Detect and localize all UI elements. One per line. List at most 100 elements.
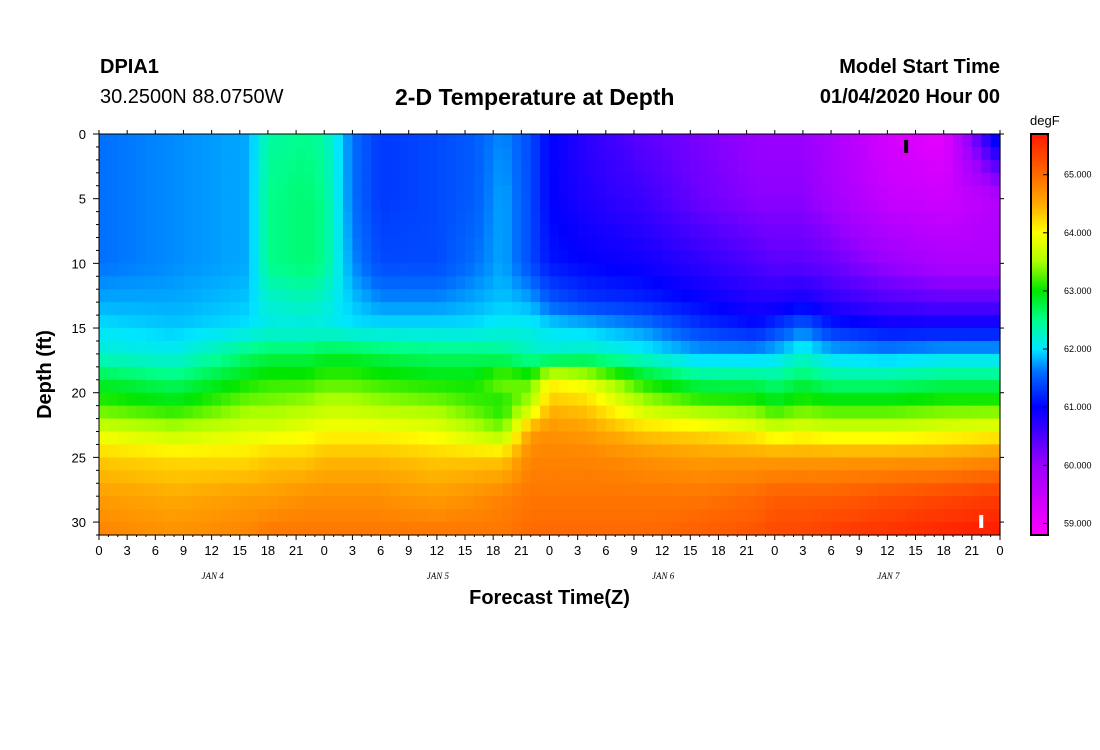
heatmap-cell xyxy=(784,457,795,471)
heatmap-cell xyxy=(971,483,982,497)
heatmap-cell xyxy=(596,211,607,226)
heatmap-cell xyxy=(868,134,879,148)
heatmap-cell xyxy=(174,483,185,497)
heatmap-cell xyxy=(277,302,288,316)
heatmap-cell xyxy=(314,392,325,407)
heatmap-cell xyxy=(755,250,766,264)
heatmap-cell xyxy=(812,302,823,316)
heatmap-cell xyxy=(981,146,992,161)
y-tick-label: 20 xyxy=(72,386,86,401)
heatmap-cell xyxy=(577,392,588,407)
heatmap-cell xyxy=(324,328,335,342)
heatmap-cell xyxy=(877,457,888,471)
heatmap-cell xyxy=(249,328,260,342)
heatmap-cell xyxy=(446,496,457,510)
heatmap-cell xyxy=(718,392,729,407)
heatmap-cell xyxy=(755,315,766,329)
heatmap-cell xyxy=(267,211,278,226)
heatmap-cell xyxy=(352,289,363,303)
heatmap-cell xyxy=(361,340,372,355)
heatmap-cell xyxy=(915,302,926,316)
heatmap-cell xyxy=(896,198,907,213)
heatmap-cell xyxy=(305,431,316,446)
heatmap-cell xyxy=(99,405,109,420)
heatmap-cell xyxy=(446,328,457,342)
heatmap-cell xyxy=(709,302,720,316)
heatmap-cell xyxy=(502,263,513,277)
heatmap-cell xyxy=(802,522,813,536)
heatmap-cell xyxy=(737,328,748,342)
heatmap-cell xyxy=(755,172,766,187)
heatmap-cell xyxy=(671,224,682,239)
heatmap-cell xyxy=(746,379,757,394)
heatmap-cell xyxy=(549,496,560,510)
heatmap-cell xyxy=(840,431,851,446)
heatmap-cell xyxy=(314,509,325,523)
heatmap-cell xyxy=(652,509,663,523)
heatmap-cell xyxy=(249,289,260,303)
heatmap-cell xyxy=(192,172,203,187)
heatmap-cell xyxy=(840,340,851,355)
heatmap-cell xyxy=(605,328,616,342)
heatmap-cell xyxy=(183,340,194,355)
heatmap-cell xyxy=(577,522,588,536)
heatmap-cell xyxy=(455,289,466,303)
heatmap-cell xyxy=(296,276,307,290)
heatmap-cell xyxy=(474,431,485,446)
heatmap-cell xyxy=(934,483,945,497)
heatmap-cell xyxy=(399,159,410,174)
heatmap-cell xyxy=(352,353,363,368)
heatmap-cell xyxy=(953,340,964,355)
heatmap-cell xyxy=(202,483,213,497)
heatmap-cell xyxy=(624,211,635,226)
heatmap-cell xyxy=(877,198,888,213)
heatmap-cell xyxy=(145,146,156,161)
heatmap-cell xyxy=(267,392,278,407)
heatmap-cell xyxy=(840,134,851,148)
heatmap-cell xyxy=(389,263,400,277)
heatmap-cell xyxy=(709,328,720,342)
heatmap-cell xyxy=(136,237,147,252)
x-tick-label: 3 xyxy=(124,543,131,558)
heatmap-cell xyxy=(418,470,429,484)
heatmap-cell xyxy=(427,315,438,329)
heatmap-cell xyxy=(615,509,626,523)
heatmap-cell xyxy=(906,405,917,420)
heatmap-cell xyxy=(380,431,391,446)
heatmap-cell xyxy=(652,379,663,394)
heatmap-cell xyxy=(333,134,344,148)
heatmap-cell xyxy=(127,302,138,316)
heatmap-cell xyxy=(343,328,354,342)
heatmap-cell xyxy=(117,224,128,239)
heatmap-cell xyxy=(690,392,701,407)
heatmap-cell xyxy=(633,431,644,446)
heatmap-cell xyxy=(446,172,457,187)
heatmap-cell xyxy=(868,302,879,316)
heatmap-cell xyxy=(127,263,138,277)
heatmap-cell xyxy=(587,289,598,303)
heatmap-cell xyxy=(793,496,804,510)
heatmap-cell xyxy=(408,263,419,277)
heatmap-cell xyxy=(840,276,851,290)
heatmap-cell xyxy=(774,172,785,187)
heatmap-cell xyxy=(924,159,935,174)
heatmap-cell xyxy=(221,134,231,148)
heatmap-cell xyxy=(906,224,917,239)
heatmap-cell xyxy=(155,496,166,510)
heatmap-cell xyxy=(258,457,269,471)
heatmap-cell xyxy=(145,522,156,536)
heatmap-cell xyxy=(624,457,635,471)
heatmap-cell xyxy=(202,134,213,148)
heatmap-cell xyxy=(277,289,288,303)
heatmap-cell xyxy=(953,379,964,394)
heatmap-cell xyxy=(436,211,447,226)
heatmap-cell xyxy=(953,134,964,148)
heatmap-cell xyxy=(953,146,964,161)
heatmap-cell xyxy=(427,185,438,200)
heatmap-cell xyxy=(183,185,194,200)
x-tick-label: 3 xyxy=(799,543,806,558)
heatmap-cell xyxy=(821,198,832,213)
heatmap-cell xyxy=(277,379,288,394)
heatmap-cell xyxy=(859,237,870,252)
heatmap-cell xyxy=(746,366,757,381)
